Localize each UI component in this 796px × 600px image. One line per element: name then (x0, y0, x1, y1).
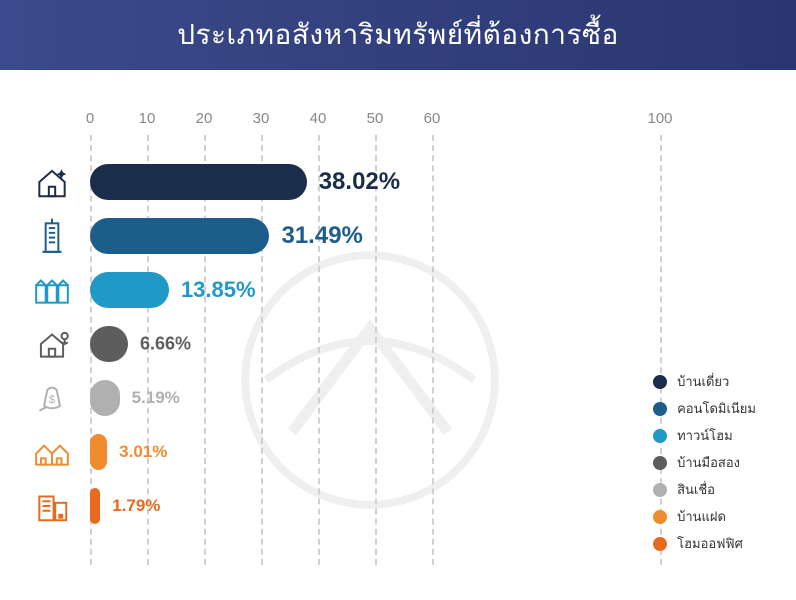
house-sparkle-icon (30, 160, 74, 204)
legend-dot (653, 429, 667, 443)
chart-header: ประเภทอสังหาริมทรัพย์ที่ต้องการซื้อ (0, 0, 796, 70)
bar-value-label: 5.19% (132, 388, 180, 408)
home-office-icon (30, 484, 74, 528)
bar-value-label: 3.01% (119, 442, 167, 462)
svg-text:$: $ (49, 394, 55, 406)
legend-label: โฮมออฟฟิศ (677, 533, 743, 554)
bar: 1.79% (90, 488, 100, 524)
bar-value-label: 31.49% (281, 222, 362, 250)
legend-item: สินเชื่อ (653, 479, 756, 500)
axis-tick-label: 30 (253, 110, 270, 127)
resale-house-icon (30, 322, 74, 366)
bar: 3.01% (90, 434, 107, 470)
bar-value-label: 6.66% (140, 334, 191, 355)
legend-dot (653, 375, 667, 389)
bar-row: 31.49% (90, 214, 766, 258)
legend-label: บ้านเดี่ยว (677, 371, 729, 392)
axis-tick-label: 40 (310, 110, 327, 127)
legend-label: บ้านมือสอง (677, 452, 740, 473)
bar-value-label: 38.02% (319, 168, 400, 196)
legend-dot (653, 483, 667, 497)
bar: 31.49% (90, 218, 269, 254)
legend: บ้านเดี่ยวคอนโดมิเนียมทาวน์โฮมบ้านมือสอง… (653, 371, 756, 560)
chart-area: 0 10 20 30 40 50 60 100 38.02% 31.49% 13.85% 6.66%… (0, 70, 796, 600)
chart-title: ประเภทอสังหาริมทรัพย์ที่ต้องการซื้อ (177, 13, 619, 57)
legend-item: คอนโดมิเนียม (653, 398, 756, 419)
bar-row: 6.66% (90, 322, 766, 366)
legend-item: โฮมออฟฟิศ (653, 533, 756, 554)
legend-label: คอนโดมิเนียม (677, 398, 756, 419)
bar: 13.85% (90, 272, 169, 308)
townhome-icon (30, 268, 74, 312)
axis-tick-label: 100 (647, 110, 672, 127)
bar: 5.19% (90, 380, 120, 416)
bar-row: 38.02% (90, 160, 766, 204)
legend-label: ทาวน์โฮม (677, 425, 733, 446)
axis-tick-label: 10 (139, 110, 156, 127)
loan-icon: $ (30, 376, 74, 420)
bar: 6.66% (90, 326, 128, 362)
axis-tick-label: 60 (424, 110, 441, 127)
legend-item: ทาวน์โฮม (653, 425, 756, 446)
legend-label: สินเชื่อ (677, 479, 715, 500)
legend-item: บ้านมือสอง (653, 452, 756, 473)
axis-tick-label: 20 (196, 110, 213, 127)
legend-item: บ้านเดี่ยว (653, 371, 756, 392)
legend-dot (653, 456, 667, 470)
legend-label: บ้านแฝด (677, 506, 726, 527)
bar-value-label: 1.79% (112, 496, 160, 516)
legend-dot (653, 510, 667, 524)
bar-row: 13.85% (90, 268, 766, 312)
bar: 38.02% (90, 164, 307, 200)
twin-house-icon (30, 430, 74, 474)
legend-dot (653, 537, 667, 551)
legend-item: บ้านแฝด (653, 506, 756, 527)
bar-value-label: 13.85% (181, 277, 256, 303)
axis-tick-label: 0 (86, 110, 94, 127)
highrise-icon (30, 214, 74, 258)
axis-tick-label: 50 (367, 110, 384, 127)
x-axis: 0102030405060100 (90, 110, 766, 140)
legend-dot (653, 402, 667, 416)
